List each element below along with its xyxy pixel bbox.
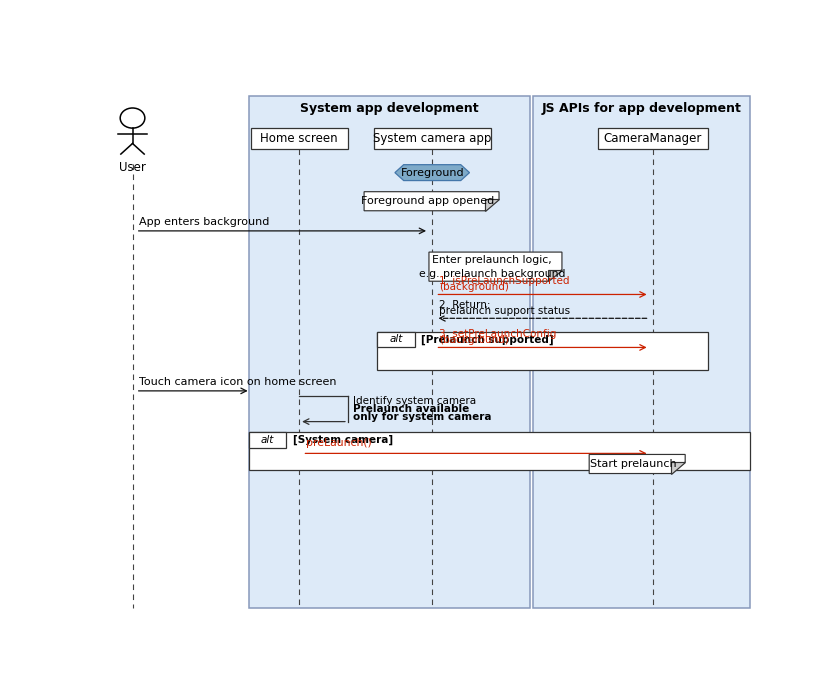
Text: System app development: System app development	[299, 102, 478, 115]
Polygon shape	[484, 199, 498, 211]
Text: Touch camera icon on home screen: Touch camera icon on home screen	[139, 376, 336, 387]
Text: e.g. prelaunch background: e.g. prelaunch background	[418, 268, 564, 279]
Text: App enters background: App enters background	[139, 217, 269, 226]
Text: Foreground: Foreground	[400, 168, 463, 178]
FancyBboxPatch shape	[248, 432, 286, 448]
Text: Prelaunch available: Prelaunch available	[353, 404, 469, 414]
Polygon shape	[429, 252, 561, 281]
Text: 1. isPreLaunchSupported: 1. isPreLaunchSupported	[438, 276, 568, 286]
Text: alt: alt	[389, 334, 402, 345]
FancyBboxPatch shape	[376, 332, 414, 347]
Text: 3. setPreLaunchConfig: 3. setPreLaunchConfig	[438, 329, 555, 339]
Text: Identify system camera: Identify system camera	[353, 396, 476, 406]
Text: System camera app: System camera app	[373, 131, 491, 144]
Text: [Prelaunch supported]: [Prelaunch supported]	[421, 334, 553, 345]
Text: User: User	[119, 161, 145, 174]
Text: Enter prelaunch logic,: Enter prelaunch logic,	[431, 255, 551, 265]
Text: Home screen: Home screen	[260, 131, 338, 144]
FancyBboxPatch shape	[533, 96, 749, 608]
Text: Foreground app opened: Foreground app opened	[361, 196, 494, 206]
Text: prelaunch support status: prelaunch support status	[438, 306, 569, 316]
FancyBboxPatch shape	[250, 127, 348, 149]
Text: CameraManager: CameraManager	[603, 131, 701, 144]
Polygon shape	[547, 270, 561, 281]
Text: (background): (background)	[438, 282, 508, 292]
FancyBboxPatch shape	[248, 432, 749, 471]
FancyBboxPatch shape	[374, 127, 490, 149]
Text: Start prelaunch: Start prelaunch	[589, 459, 676, 469]
Text: alt: alt	[261, 435, 274, 445]
FancyBboxPatch shape	[248, 96, 529, 608]
Polygon shape	[395, 164, 469, 180]
Text: (background): (background)	[438, 335, 508, 345]
FancyBboxPatch shape	[376, 332, 707, 369]
Text: 2. Return:: 2. Return:	[438, 300, 490, 310]
Polygon shape	[670, 462, 685, 473]
Text: only for system camera: only for system camera	[353, 412, 491, 422]
Text: preLaunch(): preLaunch()	[305, 438, 371, 448]
Text: [System camera]: [System camera]	[293, 435, 392, 445]
Polygon shape	[364, 192, 498, 211]
FancyBboxPatch shape	[597, 127, 707, 149]
Polygon shape	[589, 455, 685, 473]
Text: JS APIs for app development: JS APIs for app development	[541, 102, 741, 115]
